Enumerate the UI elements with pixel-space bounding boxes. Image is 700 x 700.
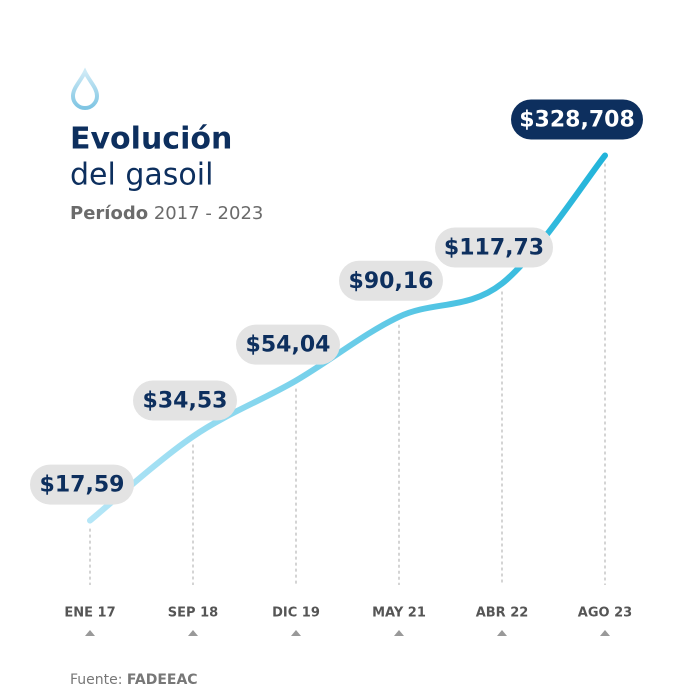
x-tick-label: AGO 23 xyxy=(578,606,632,621)
x-tick-label: ENE 17 xyxy=(64,606,115,621)
tick-arrow xyxy=(394,630,404,636)
x-tick-label: DIC 19 xyxy=(272,606,320,621)
value-pill xyxy=(435,227,553,268)
title-line: del gasoil xyxy=(70,158,213,193)
value-label: $34,53 xyxy=(143,388,228,413)
x-tick-label: SEP 18 xyxy=(168,606,218,621)
tick-arrow xyxy=(497,630,507,636)
value-label: $117,73 xyxy=(444,236,544,261)
value-pill xyxy=(339,260,443,301)
value-label: $17,59 xyxy=(40,473,125,498)
subtitle: Período 2017 - 2023 xyxy=(70,203,263,224)
tick-arrow xyxy=(188,630,198,636)
source: Fuente: FADEEAC xyxy=(70,672,198,688)
value-label: $90,16 xyxy=(349,269,434,294)
source-name: FADEEAC xyxy=(127,672,198,688)
tick-arrow xyxy=(85,630,95,636)
value-pill xyxy=(236,324,340,365)
value-label: $54,04 xyxy=(246,333,331,358)
x-tick-label: ABR 22 xyxy=(476,606,529,621)
value-label: $328,708 xyxy=(519,107,635,132)
value-pill xyxy=(133,380,237,421)
tick-arrow xyxy=(600,630,610,636)
title-line: Evolución xyxy=(70,122,232,157)
period-range: 2017 - 2023 xyxy=(154,203,264,224)
period-label: Período xyxy=(70,203,148,224)
drop-icon xyxy=(70,67,100,110)
source-label: Fuente: xyxy=(70,672,122,688)
x-tick-label: MAY 21 xyxy=(372,606,426,621)
value-pill xyxy=(511,99,643,140)
value-pill xyxy=(30,464,134,505)
tick-arrow xyxy=(291,630,301,636)
